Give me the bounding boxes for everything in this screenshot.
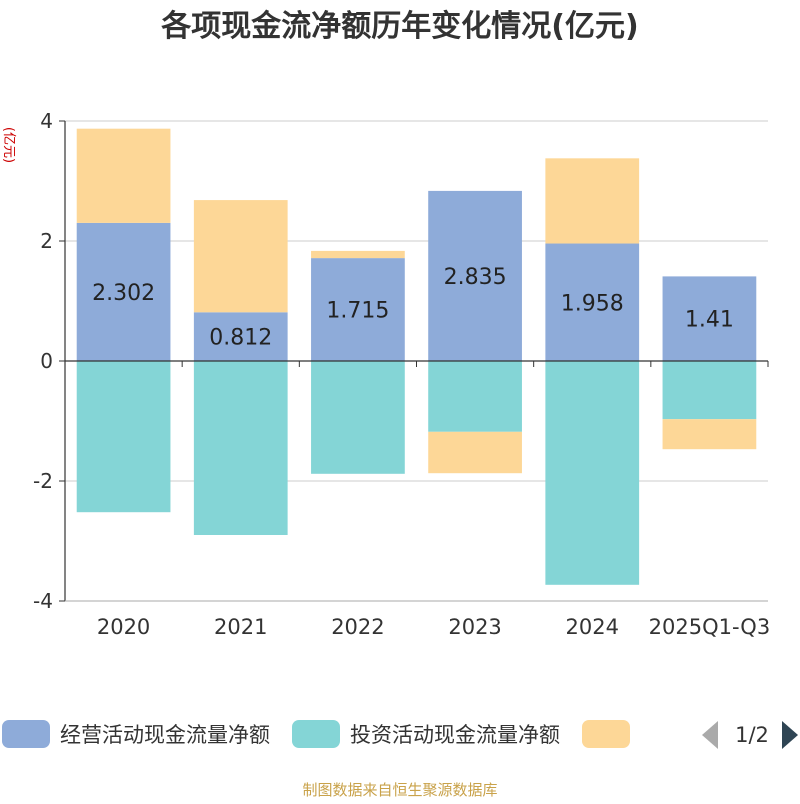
chart-title: 各项现金流净额历年变化情况(亿元) — [160, 9, 638, 44]
bar-2022-series-3 — [311, 250, 405, 259]
bar-2025Q1-Q3-series-1 — [662, 276, 757, 361]
legend-next-icon[interactable] — [782, 721, 798, 749]
y-tick-label: -4 — [33, 589, 53, 613]
y-tick-label: 0 — [40, 349, 53, 373]
bar-2020-series-3 — [76, 128, 171, 223]
data-label: 2.835 — [444, 265, 507, 290]
y-tick-label: 4 — [40, 109, 53, 133]
x-tick-label: 2023 — [448, 615, 501, 639]
axes: -4 -2 0 2 4 2020 2021 2022 2023 2024 2025Q1-Q3 — [33, 109, 770, 639]
data-label: 1.715 — [326, 299, 389, 324]
bar-2023-series-2 — [428, 361, 522, 432]
legend-label-1: 经营活动现金流量净额 — [60, 723, 270, 747]
bar-2020-series-2 — [76, 361, 171, 513]
x-tick-label: 2022 — [331, 615, 384, 639]
legend-swatch-2 — [292, 720, 340, 748]
x-tick-label: 2024 — [566, 615, 619, 639]
bar-2022-series-2 — [311, 361, 405, 474]
bar-2021-series-1 — [193, 312, 288, 361]
bars — [76, 128, 757, 585]
x-tick-label: 2021 — [214, 615, 267, 639]
bar-2024-series-1 — [545, 243, 640, 361]
y-tick-label: 2 — [40, 229, 53, 253]
legend: 经营活动现金流量净额 投资活动现金流量净额 1/2 — [2, 720, 798, 749]
legend-swatch-1 — [2, 720, 50, 748]
data-label: 2.302 — [92, 281, 155, 306]
bar-2021-series-2 — [193, 361, 288, 535]
bar-2023-series-3 — [428, 431, 522, 474]
legend-label-2: 投资活动现金流量净额 — [350, 723, 560, 747]
bar-2024-series-2 — [545, 361, 640, 585]
source-note: 制图数据来自恒生聚源数据库 — [302, 781, 497, 799]
bar-2025Q1-Q3-series-3 — [662, 419, 757, 450]
data-label: 1.41 — [685, 308, 734, 333]
bar-2020-series-1 — [76, 222, 171, 361]
legend-prev-icon[interactable] — [702, 721, 718, 749]
bar-2025Q1-Q3-series-2 — [662, 361, 757, 420]
bar-2022-series-1 — [311, 258, 405, 361]
legend-page-indicator: 1/2 — [735, 723, 769, 747]
y-tick-label: -2 — [33, 469, 53, 493]
legend-swatch-3 — [582, 720, 630, 748]
y-axis-label: (亿元) — [1, 127, 16, 163]
bar-2021-series-3 — [193, 200, 288, 313]
data-label: 0.812 — [209, 326, 272, 351]
x-tick-label: 2020 — [97, 615, 150, 639]
data-label: 1.958 — [561, 291, 624, 316]
bar-2024-series-3 — [545, 158, 640, 244]
x-tick-label: 2025Q1-Q3 — [649, 615, 771, 639]
bar-2023-series-1 — [428, 190, 522, 361]
data-labels: 2.302 0.812 1.715 2.835 1.958 1.41 — [92, 265, 734, 351]
